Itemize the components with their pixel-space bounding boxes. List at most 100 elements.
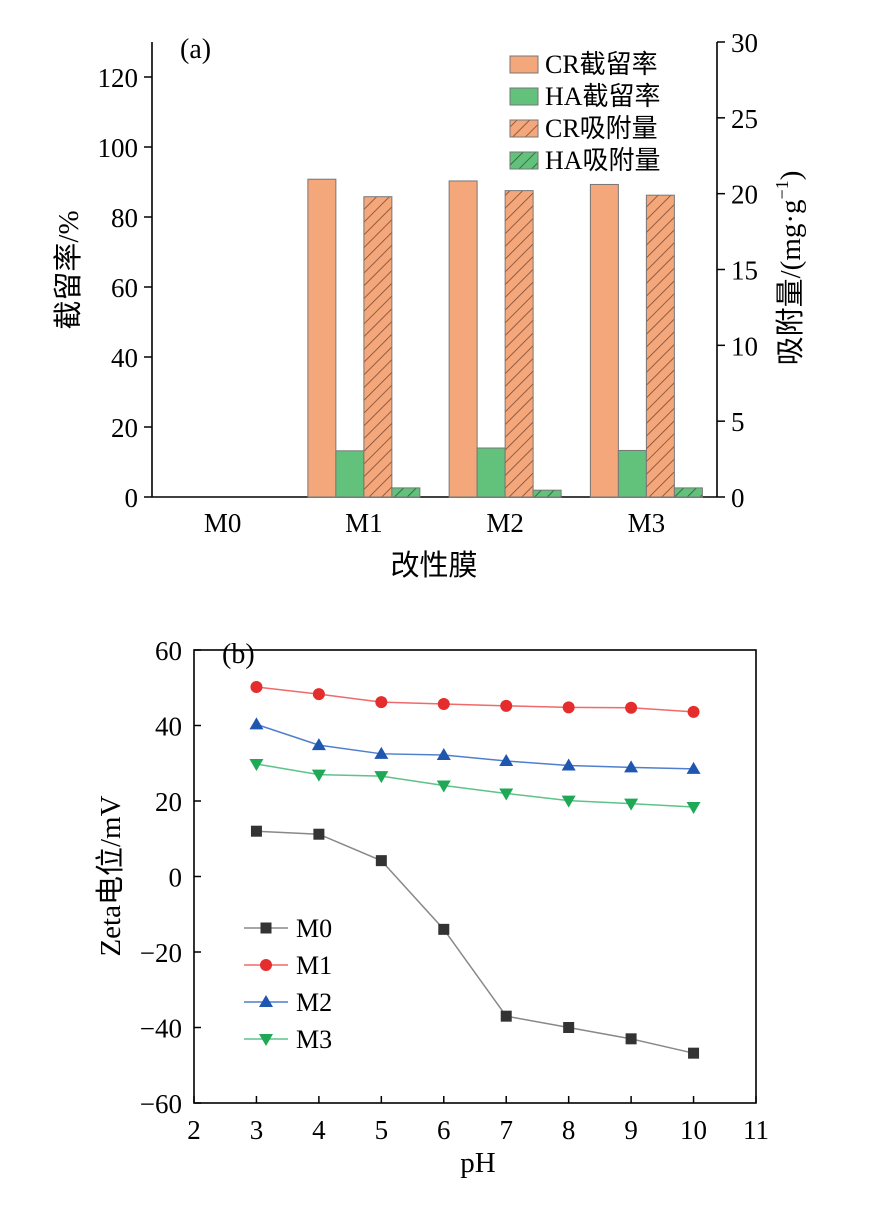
series-line-M2	[256, 723, 694, 770]
left-y-tick-label: 60	[111, 273, 138, 303]
legend-swatch-ha-retention	[509, 87, 539, 106]
point-M0	[688, 1047, 700, 1059]
x-tick-label-b: 5	[375, 1115, 389, 1145]
bar-0-M2	[448, 180, 478, 498]
series-line-M1	[256, 686, 694, 713]
bar-1-M1	[335, 450, 365, 498]
legend-label-M2: M2	[296, 988, 332, 1017]
legend-swatch-ha-adsorption	[509, 151, 539, 170]
x-tick-label-b: 2	[187, 1115, 201, 1145]
y-axis-label-b: Zeta电位/mV	[94, 795, 127, 956]
right-y-axis-label-sup: −1	[772, 180, 792, 199]
x-tick-label-b: 9	[624, 1115, 638, 1145]
point-M3	[374, 771, 389, 784]
point-M1	[250, 680, 263, 693]
right-y-axis-label-close: )	[775, 171, 807, 181]
point-M3	[624, 798, 639, 811]
series-markers	[249, 680, 701, 1059]
right-y-tick-label: 25	[731, 104, 758, 134]
panel-label-b: (b)	[222, 639, 255, 670]
left-y-tick-label: 0	[125, 483, 139, 513]
legend-label-ha-retention: HA截留率	[545, 82, 661, 111]
y-tick-label-b: 60	[155, 636, 182, 666]
legend-label-M0: M0	[296, 914, 332, 943]
point-M0	[500, 1010, 512, 1022]
bar-chart-panel-a: 0 20 40 60 80 100 120 0 5 10 15 20 25 30 M0 M1 M2 M3 (a…	[52, 28, 807, 582]
left-y-tick-label: 40	[111, 343, 138, 373]
x-category-label: M3	[628, 508, 666, 538]
legend-label-cr-adsorption: CR吸附量	[545, 114, 658, 143]
left-y-tick-label: 80	[111, 203, 138, 233]
y-tick-label-b: 20	[155, 787, 182, 817]
point-M2	[311, 738, 326, 751]
series-line-M3	[256, 763, 694, 808]
point-M1	[625, 701, 638, 714]
point-M1	[375, 696, 388, 709]
point-M3	[436, 780, 451, 793]
bar-0-M1	[307, 178, 337, 498]
point-M1	[687, 705, 700, 718]
point-M0	[375, 855, 387, 867]
legend-marker-M3	[259, 1034, 273, 1046]
point-M1	[437, 697, 450, 710]
legend-marker-M2	[259, 995, 273, 1007]
right-y-tick-label: 30	[731, 28, 758, 58]
point-M2	[624, 760, 639, 773]
y-tick-label-b: −20	[140, 938, 182, 968]
point-M3	[686, 802, 701, 815]
y-tick-label-b: 0	[169, 863, 183, 893]
point-M1	[562, 701, 575, 714]
point-M0	[438, 923, 450, 935]
y-tick-label-b: −60	[140, 1089, 182, 1119]
legend-a: CR截留率 HA截留率 CR吸附量 HA吸附量	[509, 50, 661, 175]
point-M2	[499, 753, 514, 766]
panel-label-a: (a)	[180, 34, 211, 65]
point-M3	[311, 769, 326, 782]
bar-2-M3	[645, 194, 675, 498]
point-M1	[500, 699, 513, 712]
x-tick-label-b: 8	[562, 1115, 576, 1145]
bar-1-M2	[476, 447, 506, 498]
legend-marker-M1	[260, 959, 272, 971]
bar-3-M2	[532, 489, 562, 498]
x-tick-label-b: 6	[437, 1115, 451, 1145]
x-category-label: M1	[345, 508, 383, 538]
x-category-ticks: M0 M1 M2 M3	[204, 508, 665, 538]
right-y-tick-label: 15	[731, 256, 758, 286]
x-tick-label-b: 3	[250, 1115, 264, 1145]
point-M3	[499, 788, 514, 801]
point-M3	[249, 759, 264, 772]
right-y-tick-label: 10	[731, 331, 758, 361]
bar-3-M1	[391, 487, 421, 498]
bar-2-M2	[504, 190, 534, 498]
left-y-tick-label: 120	[98, 63, 139, 93]
x-tick-label-b: 11	[743, 1115, 769, 1145]
x-tick-label-b: 10	[680, 1115, 707, 1145]
line-chart-panel-b: −60 −40 −20 0 20 40 60 2 3 4 5 6 7 8 9 10 11 (b) pH Zet…	[94, 636, 769, 1179]
bar-2-M1	[363, 196, 393, 498]
y-ticks-b: −60 −40 −20 0 20 40 60	[140, 636, 201, 1119]
legend-label-M1: M1	[296, 951, 332, 980]
point-M0	[625, 1033, 637, 1045]
bar-1-M3	[617, 449, 647, 498]
point-M0	[250, 825, 262, 837]
legend-marker-M0	[260, 922, 272, 934]
right-y-tick-label: 20	[731, 180, 758, 210]
point-M1	[312, 688, 325, 701]
right-y-axis-label-main: 吸附量/(mg·g	[774, 199, 807, 365]
series-lines	[256, 686, 694, 1054]
x-ticks-b: 2 3 4 5 6 7 8 9 10 11	[187, 1096, 769, 1145]
x-axis-label-a: 改性膜	[390, 549, 477, 582]
point-M3	[561, 795, 576, 808]
right-y-ticks: 0 5 10 15 20 25 30	[717, 28, 758, 513]
x-axis-label-b: pH	[460, 1147, 496, 1179]
left-y-tick-label: 100	[98, 133, 139, 163]
x-category-label: M2	[486, 508, 524, 538]
left-y-ticks: 0 20 40 60 80 100 120	[98, 63, 152, 513]
x-category-label: M0	[204, 508, 242, 538]
x-tick-label-b: 4	[312, 1115, 326, 1145]
left-y-tick-label: 20	[111, 413, 138, 443]
legend-label-cr-retention: CR截留率	[545, 50, 658, 79]
y-tick-label-b: −40	[140, 1014, 182, 1044]
